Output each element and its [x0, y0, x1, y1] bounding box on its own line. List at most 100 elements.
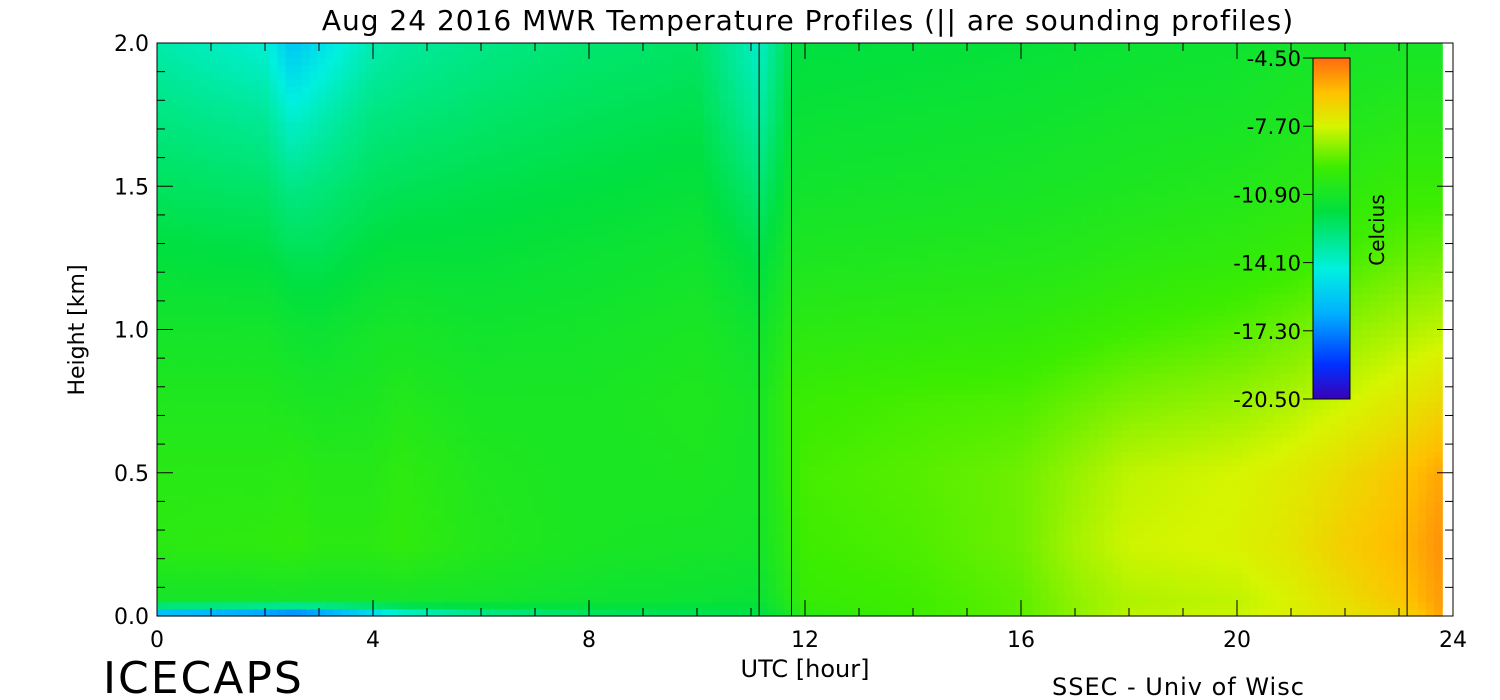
heatmap-cell — [173, 279, 182, 288]
heatmap-cell — [614, 136, 624, 144]
heatmap-cell — [582, 128, 592, 137]
heatmap-cell — [470, 365, 479, 374]
heatmap-cell — [630, 580, 640, 588]
heatmap-cell — [341, 358, 351, 366]
heatmap-cell — [614, 465, 624, 474]
heatmap-cell — [542, 250, 552, 259]
heatmap-cell — [446, 494, 455, 502]
heatmap-cell — [478, 544, 487, 553]
heatmap-cell — [550, 279, 560, 288]
heatmap-cell — [542, 601, 552, 610]
heatmap-cell — [389, 537, 399, 545]
heatmap-cell — [325, 265, 335, 273]
heatmap-cell — [301, 472, 311, 481]
heatmap-cell — [598, 350, 608, 359]
heatmap-cell — [317, 229, 327, 237]
heatmap-cell — [622, 544, 632, 553]
heatmap-cell — [550, 121, 560, 130]
heatmap-cell — [526, 93, 536, 101]
heatmap-cell — [606, 200, 616, 209]
heatmap-cell — [478, 64, 487, 73]
heatmap-cell — [181, 71, 190, 80]
heatmap-cell — [293, 551, 303, 560]
heatmap-cell — [582, 121, 592, 130]
heatmap-cell — [574, 386, 584, 395]
heatmap-cell — [630, 386, 640, 395]
heatmap-cell — [349, 580, 359, 588]
heatmap-cell — [181, 451, 190, 460]
heatmap-cell — [574, 487, 584, 495]
heatmap-cell — [317, 465, 327, 474]
heatmap-cell — [341, 601, 351, 610]
heatmap-cell — [502, 379, 512, 388]
heatmap-cell — [518, 386, 528, 395]
heatmap-cell — [542, 121, 552, 130]
heatmap-cell — [582, 601, 592, 610]
heatmap-cell — [205, 393, 214, 402]
heatmap-cell — [518, 43, 528, 51]
heatmap-cell — [205, 57, 214, 66]
heatmap-cell — [197, 222, 206, 230]
heatmap-cell — [542, 573, 552, 581]
heatmap-cell — [341, 393, 351, 402]
heatmap-cell — [590, 508, 600, 517]
heatmap-cell — [277, 250, 287, 259]
heatmap-cell — [534, 272, 544, 280]
heatmap-cell — [341, 537, 351, 545]
heatmap-cell — [526, 501, 536, 510]
heatmap-cell — [205, 279, 214, 288]
heatmap-cell — [269, 179, 279, 187]
heatmap-cell — [606, 558, 616, 567]
heatmap-cell — [397, 501, 407, 510]
heatmap-cell — [558, 107, 568, 116]
heatmap-cell — [381, 494, 391, 502]
heatmap-cell — [486, 279, 495, 288]
heatmap-cell — [333, 179, 343, 187]
heatmap-cell — [373, 558, 383, 567]
heatmap-cell — [189, 522, 198, 531]
heatmap-cell — [422, 214, 431, 223]
heatmap-cell — [542, 479, 552, 488]
heatmap-cell — [221, 372, 230, 381]
heatmap-cell — [253, 343, 263, 352]
heatmap-cell — [526, 200, 536, 209]
heatmap-cell — [446, 530, 455, 538]
heatmap-cell — [381, 501, 391, 510]
heatmap-cell — [606, 193, 616, 202]
heatmap-cell — [486, 487, 495, 495]
heatmap-cell — [446, 444, 455, 452]
heatmap-cell — [550, 565, 560, 574]
heatmap-cell — [389, 43, 399, 51]
heatmap-cell — [446, 558, 455, 567]
heatmap-cell — [205, 601, 214, 610]
heatmap-cell — [598, 436, 608, 445]
heatmap-cell — [365, 193, 375, 202]
heatmap-cell — [277, 136, 287, 144]
heatmap-cell — [534, 608, 544, 617]
heatmap-cell — [494, 100, 503, 109]
heatmap-cell — [646, 71, 656, 80]
heatmap-cell — [317, 386, 327, 395]
heatmap-cell — [165, 472, 174, 481]
heatmap-cell — [197, 272, 206, 280]
heatmap-cell — [438, 315, 447, 323]
heatmap-cell — [285, 451, 295, 460]
heatmap-cell — [261, 522, 271, 531]
heatmap-cell — [550, 580, 560, 588]
heatmap-cell — [446, 544, 455, 553]
heatmap-cell — [446, 293, 455, 302]
heatmap-cell — [229, 164, 238, 173]
heatmap-cell — [438, 472, 447, 481]
heatmap-cell — [253, 300, 263, 309]
heatmap-cell — [502, 236, 512, 245]
heatmap-cell — [205, 494, 214, 502]
heatmap-cell — [253, 408, 263, 417]
heatmap-cell — [333, 171, 343, 180]
heatmap-cell — [341, 551, 351, 560]
heatmap-cell — [510, 186, 520, 195]
heatmap-cell — [269, 257, 279, 266]
heatmap-cell — [438, 229, 447, 237]
heatmap-cell — [245, 85, 254, 94]
heatmap-cell — [454, 150, 463, 159]
heatmap-cell — [598, 57, 608, 66]
